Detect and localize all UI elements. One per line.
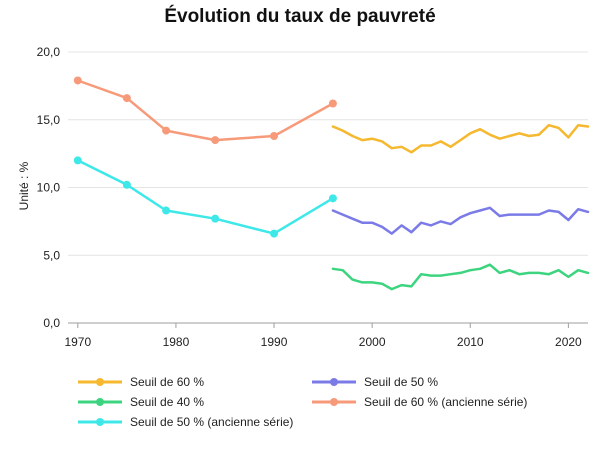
legend-item[interactable]: Seuil de 60 % xyxy=(78,375,204,389)
data-point-4 xyxy=(122,180,131,189)
y-axis-label: Unité : % xyxy=(17,161,31,210)
series-line-3 xyxy=(76,79,335,142)
y-tick-label: 20,0 xyxy=(37,45,61,59)
data-point-4 xyxy=(270,229,279,238)
y-tick-label: 5,0 xyxy=(43,248,60,262)
x-tick-label: 2020 xyxy=(555,335,582,349)
data-point-4 xyxy=(328,194,337,203)
legend-swatch-marker xyxy=(96,418,104,426)
x-tick-label: 2000 xyxy=(359,335,386,349)
x-tick-label: 1980 xyxy=(163,335,190,349)
legend-label: Seuil de 40 % xyxy=(130,395,204,409)
legend-label: Seuil de 50 % (ancienne série) xyxy=(130,415,293,429)
data-point-4 xyxy=(162,206,171,215)
chart-title: Évolution du taux de pauvreté xyxy=(164,6,436,27)
series-line-2 xyxy=(331,263,590,291)
series-line-0 xyxy=(331,123,590,154)
series-layer xyxy=(73,76,590,291)
y-tick-label: 0,0 xyxy=(43,316,60,330)
legend-label: Seuil de 50 % xyxy=(364,375,438,389)
data-point-3 xyxy=(162,126,171,135)
series-line-4 xyxy=(76,159,335,235)
data-point-4 xyxy=(211,214,220,223)
legend-item[interactable]: Seuil de 50 % xyxy=(312,375,438,389)
legend-swatch-marker xyxy=(330,378,338,386)
data-point-3 xyxy=(122,94,131,103)
axis-layer: 0,0 5,0 10,0 15,0 20,0 1970 1980 1990 2000 2010 20… xyxy=(37,45,582,349)
series-line-1 xyxy=(331,206,590,235)
x-tick-label: 1990 xyxy=(261,335,288,349)
legend-swatch-marker xyxy=(96,398,104,406)
data-point-4 xyxy=(73,156,82,165)
data-point-3 xyxy=(270,132,279,141)
data-point-3 xyxy=(211,136,220,145)
legend-label: Seuil de 60 % xyxy=(130,375,204,389)
grid-layer xyxy=(68,51,588,324)
x-tick-label: 2010 xyxy=(457,335,484,349)
legend-item[interactable]: Seuil de 50 % (ancienne série) xyxy=(78,415,293,429)
x-tick-label: 1970 xyxy=(64,335,91,349)
legend-item[interactable]: Seuil de 40 % xyxy=(78,395,204,409)
data-point-3 xyxy=(73,76,82,85)
y-tick-label: 15,0 xyxy=(37,113,61,127)
legend-item[interactable]: Seuil de 60 % (ancienne série) xyxy=(312,395,527,409)
legend-swatch-marker xyxy=(330,398,338,406)
data-point-3 xyxy=(328,99,337,108)
legend-swatch-marker xyxy=(96,378,104,386)
legend-label: Seuil de 60 % (ancienne série) xyxy=(364,395,527,409)
y-tick-label: 10,0 xyxy=(37,181,61,195)
legend: Seuil de 60 % Seuil de 50 % Seuil de 40 % S… xyxy=(78,375,527,429)
